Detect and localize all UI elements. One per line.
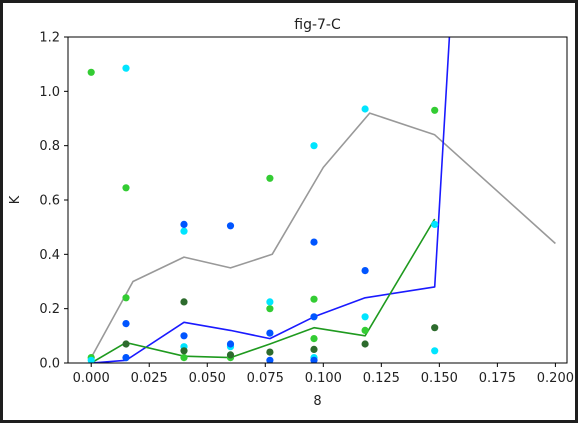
scatter-point bbox=[310, 142, 318, 150]
scatter-point bbox=[310, 335, 318, 343]
scatter-point bbox=[122, 320, 130, 328]
scatter-point bbox=[361, 326, 369, 334]
scatter-point bbox=[431, 106, 439, 114]
x-tick-label: 0.100 bbox=[305, 371, 342, 386]
scatter-point bbox=[266, 356, 274, 363]
scatter-point bbox=[226, 222, 235, 230]
y-tick-label: 0.0 bbox=[39, 357, 60, 372]
x-tick-label: 0.000 bbox=[73, 371, 110, 386]
x-axis: 0.000 0.025 0.050 0.075 0.100 0.125 0.150 0.175… bbox=[73, 363, 574, 386]
scatter-point bbox=[361, 340, 369, 348]
scatter-point bbox=[361, 313, 369, 321]
scatter-point bbox=[122, 340, 130, 348]
scatter-point bbox=[87, 356, 95, 363]
scatter-point bbox=[266, 298, 274, 306]
scatter-point bbox=[180, 227, 188, 235]
scatter-point bbox=[180, 220, 188, 228]
scatter-point bbox=[87, 68, 95, 76]
scatter-point bbox=[310, 345, 318, 353]
chart-title: fig-7-C bbox=[294, 17, 341, 33]
scatter-point bbox=[122, 64, 130, 72]
scatter-point bbox=[122, 184, 130, 192]
scatter-point bbox=[310, 238, 318, 246]
scatter-point bbox=[266, 305, 274, 313]
x-tick-label: 0.025 bbox=[131, 371, 168, 386]
scatter-point bbox=[122, 354, 130, 362]
y-tick-label: 1.2 bbox=[39, 31, 60, 46]
scatter-point bbox=[226, 351, 235, 359]
scatter-chart: 0.000 0.025 0.050 0.075 0.100 0.125 0.150 0.175… bbox=[8, 17, 574, 409]
series-line-3 bbox=[90, 218, 436, 363]
x-tick-label: 0.075 bbox=[247, 371, 284, 386]
chart-figure: 0.000 0.025 0.050 0.075 0.100 0.125 0.150 0.175… bbox=[3, 3, 575, 420]
y-tick-label: 0.8 bbox=[39, 139, 60, 154]
x-tick-label: 0.125 bbox=[363, 371, 400, 386]
scatter-point bbox=[361, 105, 369, 113]
scatter-point bbox=[310, 313, 318, 321]
y-tick-label: 0.2 bbox=[39, 302, 60, 317]
scatter-point bbox=[180, 347, 188, 355]
plot-frame bbox=[67, 36, 568, 364]
scatter-point bbox=[361, 267, 369, 275]
scatter-point bbox=[180, 298, 188, 306]
scatter-point bbox=[266, 348, 274, 356]
x-tick-label: 0.150 bbox=[421, 371, 458, 386]
x-tick-label: 0.175 bbox=[479, 371, 516, 386]
scatter-point bbox=[431, 220, 439, 228]
x-axis-label: 8 bbox=[313, 394, 321, 409]
x-tick-label: 0.200 bbox=[537, 371, 574, 386]
y-tick-label: 0.4 bbox=[39, 248, 60, 263]
y-axis-label: K bbox=[8, 195, 23, 204]
series-line-1 bbox=[90, 112, 556, 358]
plot-content bbox=[87, 37, 556, 363]
scatter-point bbox=[266, 329, 274, 337]
scatter-point bbox=[180, 354, 188, 362]
y-tick-label: 0.6 bbox=[39, 194, 60, 209]
scatter-point bbox=[180, 332, 188, 340]
y-tick-label: 1.0 bbox=[39, 85, 60, 100]
scatter-point bbox=[122, 294, 130, 302]
scatter-point bbox=[310, 295, 318, 303]
scatter-point bbox=[310, 356, 318, 363]
scatter-point bbox=[226, 340, 235, 348]
scatter-point bbox=[431, 324, 439, 332]
x-tick-label: 0.050 bbox=[189, 371, 226, 386]
y-axis: 0.0 0.2 0.4 0.6 0.8 1.0 1.2 bbox=[39, 31, 68, 372]
scatter-point bbox=[266, 174, 274, 182]
scatter-point bbox=[431, 347, 439, 355]
